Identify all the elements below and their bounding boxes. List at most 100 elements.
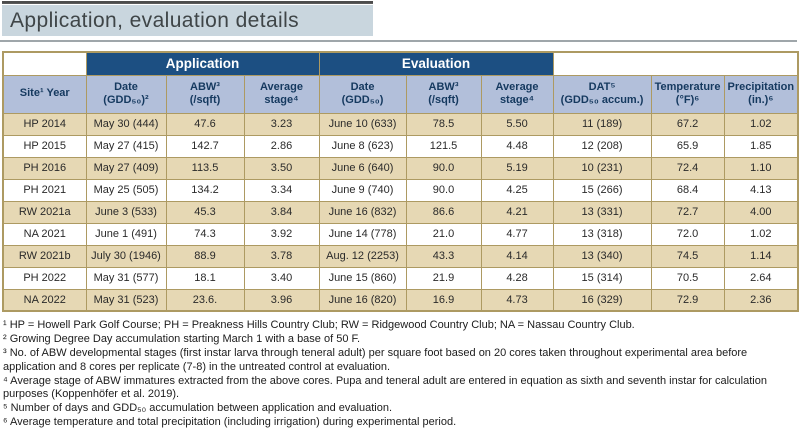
blank-header-cell	[552, 51, 799, 76]
cell-app-date: June 1 (491)	[85, 222, 167, 246]
footnote-4: ⁴ Average stage of ABW immatures extract…	[3, 374, 767, 400]
footnote-2: ² Growing Degree Day accumulation starti…	[3, 333, 361, 346]
col-header-app-stage: Average stage⁴	[243, 74, 320, 114]
cell-app-stage: 3.23	[243, 112, 320, 136]
cell-precip: 1.85	[723, 134, 799, 158]
cell-site: RW 2021a	[2, 200, 87, 224]
cell-dat: 10 (231)	[552, 156, 652, 180]
cell-app-date: May 31 (577)	[85, 266, 167, 290]
cell-dat: 11 (189)	[552, 112, 652, 136]
cell-app-date: May 31 (523)	[85, 288, 167, 312]
cell-dat: 15 (266)	[552, 178, 652, 202]
cell-dat: 15 (314)	[552, 266, 652, 290]
cell-temp: 74.5	[650, 244, 725, 268]
col-header-site-year: Site¹ Year	[2, 74, 87, 114]
cell-eval-date: June 9 (740)	[318, 178, 407, 202]
cell-eval-stage: 4.73	[480, 288, 554, 312]
cell-app-date: June 3 (533)	[85, 200, 167, 224]
title-bar: Application, evaluation details	[2, 5, 373, 36]
cell-site: NA 2022	[2, 288, 87, 312]
table-row: NA 2022 May 31 (523) 23.6. 3.96 June 16 …	[2, 288, 799, 312]
cell-site: PH 2021	[2, 178, 87, 202]
cell-app-abw: 113.5	[165, 156, 245, 180]
cell-eval-abw: 86.6	[405, 200, 482, 224]
cell-dat: 16 (329)	[552, 288, 652, 312]
cell-eval-date: June 6 (640)	[318, 156, 407, 180]
cell-precip: 2.64	[723, 266, 799, 290]
col-header-eval-abw: ABW³ (/sqft)	[405, 74, 482, 114]
cell-eval-stage: 4.14	[480, 244, 554, 268]
table-row: PH 2021 May 25 (505) 134.2 3.34 June 9 (…	[2, 178, 799, 202]
col-header-temperature: Temperature (°F)⁶	[650, 74, 725, 114]
cell-app-abw: 47.6	[165, 112, 245, 136]
cell-app-stage: 2.86	[243, 134, 320, 158]
cell-site: NA 2021	[2, 222, 87, 246]
cell-eval-date: June 16 (820)	[318, 288, 407, 312]
cell-dat: 13 (331)	[552, 200, 652, 224]
footnote-6: ⁶ Average temperature and total precipit…	[3, 416, 457, 429]
table-row: HP 2014 May 30 (444) 47.6 3.23 June 10 (…	[2, 112, 799, 136]
cell-app-abw: 142.7	[165, 134, 245, 158]
col-header-dat: DAT⁵ (GDD₅₀ accum.)	[552, 74, 652, 114]
col-header-app-abw: ABW³ (/sqft)	[165, 74, 245, 114]
cell-app-date: May 27 (409)	[85, 156, 167, 180]
column-header-row: Site¹ Year Date (GDD₅₀)² ABW³ (/sqft) Aver…	[2, 74, 799, 114]
cell-eval-stage: 4.28	[480, 266, 554, 290]
cell-eval-stage: 4.21	[480, 200, 554, 224]
cell-eval-abw: 21.9	[405, 266, 482, 290]
cell-precip: 4.00	[723, 200, 799, 224]
cell-app-abw: 45.3	[165, 200, 245, 224]
footnotes: ¹ HP = Howell Park Golf Course; PH = Pre…	[3, 319, 795, 430]
cell-app-date: July 30 (1946)	[85, 244, 167, 268]
cell-eval-stage: 4.77	[480, 222, 554, 246]
cell-app-abw: 23.6.	[165, 288, 245, 312]
cell-temp: 67.2	[650, 112, 725, 136]
cell-app-stage: 3.92	[243, 222, 320, 246]
cell-dat: 13 (318)	[552, 222, 652, 246]
cell-eval-abw: 90.0	[405, 178, 482, 202]
cell-app-stage: 3.96	[243, 288, 320, 312]
col-header-precipitation: Precipitation (in.)⁶	[723, 74, 799, 114]
cell-temp: 65.9	[650, 134, 725, 158]
title-top-rule	[2, 1, 373, 4]
group-header-row: Application Evaluation	[2, 51, 799, 76]
cell-eval-date: June 15 (860)	[318, 266, 407, 290]
table-row: HP 2015 May 27 (415) 142.7 2.86 June 8 (…	[2, 134, 799, 158]
cell-eval-stage: 4.48	[480, 134, 554, 158]
cell-eval-date: June 10 (633)	[318, 112, 407, 136]
blank-corner-cell	[2, 51, 87, 76]
cell-site: RW 2021b	[2, 244, 87, 268]
col-header-eval-stage: Average stage⁴	[480, 74, 554, 114]
cell-temp: 72.9	[650, 288, 725, 312]
cell-site: PH 2022	[2, 266, 87, 290]
title-divider	[0, 40, 797, 42]
cell-eval-abw: 21.0	[405, 222, 482, 246]
col-header-app-date: Date (GDD₅₀)²	[85, 74, 167, 114]
cell-site: PH 2016	[2, 156, 87, 180]
application-evaluation-table: Application Evaluation Site¹ Year Date (G…	[2, 51, 800, 312]
cell-precip: 4.13	[723, 178, 799, 202]
cell-app-stage: 3.84	[243, 200, 320, 224]
table-row: PH 2016 May 27 (409) 113.5 3.50 June 6 (…	[2, 156, 799, 180]
cell-app-stage: 3.34	[243, 178, 320, 202]
cell-precip: 1.02	[723, 222, 799, 246]
cell-app-stage: 3.40	[243, 266, 320, 290]
footnote-1: ¹ HP = Howell Park Golf Course; PH = Pre…	[3, 319, 635, 331]
cell-eval-stage: 5.19	[480, 156, 554, 180]
table-row: RW 2021b July 30 (1946) 88.9 3.78 Aug. 1…	[2, 244, 799, 268]
cell-precip: 1.14	[723, 244, 799, 268]
cell-temp: 70.5	[650, 266, 725, 290]
cell-precip: 1.10	[723, 156, 799, 180]
cell-eval-stage: 5.50	[480, 112, 554, 136]
table-row: RW 2021a June 3 (533) 45.3 3.84 June 16 …	[2, 200, 799, 224]
cell-temp: 72.0	[650, 222, 725, 246]
cell-eval-abw: 43.3	[405, 244, 482, 268]
cell-app-abw: 134.2	[165, 178, 245, 202]
cell-site: HP 2015	[2, 134, 87, 158]
cell-eval-date: June 16 (832)	[318, 200, 407, 224]
cell-dat: 12 (208)	[552, 134, 652, 158]
cell-precip: 1.02	[723, 112, 799, 136]
cell-temp: 72.7	[650, 200, 725, 224]
table-row: PH 2022 May 31 (577) 18.1 3.40 June 15 (…	[2, 266, 799, 290]
col-header-eval-date: Date (GDD₅₀)	[318, 74, 407, 114]
